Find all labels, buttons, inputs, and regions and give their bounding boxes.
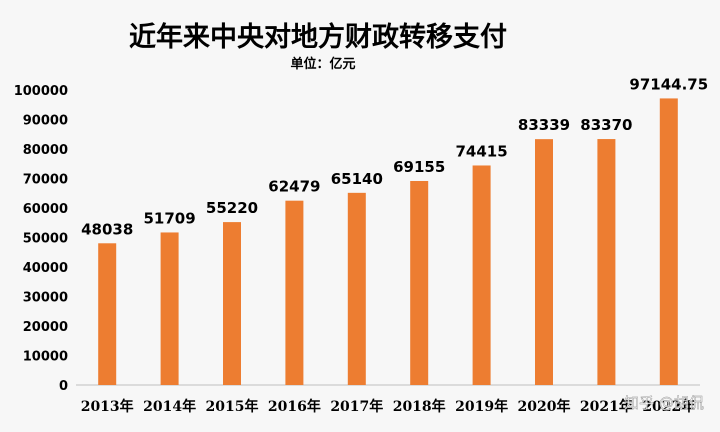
data-label: 55220 xyxy=(206,199,258,217)
bar xyxy=(223,222,241,385)
data-label: 83339 xyxy=(518,116,570,134)
y-tick-label: 100000 xyxy=(14,84,68,99)
data-label: 62479 xyxy=(268,178,320,196)
data-label: 83370 xyxy=(580,116,632,134)
bar xyxy=(285,200,304,385)
y-tick-label: 20000 xyxy=(23,320,68,335)
y-tick-label: 50000 xyxy=(23,232,68,247)
x-tick-label: 2019年 xyxy=(455,398,508,415)
y-tick-label: 30000 xyxy=(23,291,68,306)
x-tick-label: 2022年 xyxy=(642,398,695,415)
y-tick-label: 80000 xyxy=(23,143,68,158)
x-tick-label: 2013年 xyxy=(81,398,134,415)
bar xyxy=(160,232,179,385)
bars xyxy=(98,98,678,386)
x-tick-label: 2018年 xyxy=(393,398,446,415)
bar xyxy=(597,139,616,385)
bar xyxy=(472,165,491,385)
bar xyxy=(535,139,553,385)
bar xyxy=(659,98,678,386)
data-label: 48038 xyxy=(81,220,133,238)
y-tick-label: 40000 xyxy=(23,261,68,276)
data-label: 65140 xyxy=(331,170,383,188)
data-label: 51709 xyxy=(144,209,196,227)
data-label: 69155 xyxy=(393,158,445,176)
x-axis-ticks: 2013年 2014年 2015年 2016年 2017年 2018年 2019年 2020年… xyxy=(81,398,696,415)
x-tick-label: 2021年 xyxy=(580,398,633,415)
y-tick-label: 0 xyxy=(59,379,68,394)
data-label: 74415 xyxy=(456,142,508,160)
x-tick-label: 2015年 xyxy=(206,398,259,415)
bar xyxy=(98,243,117,385)
data-labels: 48038 51709 55220 62479 65140 69155 74415 83339… xyxy=(81,75,708,238)
x-tick-label: 2014年 xyxy=(143,398,196,415)
chart-subtitle: 单位：亿元 xyxy=(290,56,355,72)
x-tick-label: 2016年 xyxy=(268,398,321,415)
bar xyxy=(347,192,366,385)
y-axis-ticks: 0 10000 20000 30000 40000 50000 60000 70000 8000… xyxy=(14,84,68,394)
watermark-text: 知乎 @胡侃 xyxy=(624,394,704,412)
bar xyxy=(410,180,429,385)
y-tick-label: 90000 xyxy=(23,114,68,129)
y-tick-label: 60000 xyxy=(23,202,68,217)
data-label: 97144.75 xyxy=(629,75,708,93)
x-tick-label: 2020年 xyxy=(518,398,571,415)
x-tick-label: 2017年 xyxy=(330,398,383,415)
y-tick-label: 10000 xyxy=(23,350,68,365)
chart-title: 近年来中央对地方财政转移支付 xyxy=(129,21,507,53)
y-tick-label: 70000 xyxy=(23,173,68,188)
